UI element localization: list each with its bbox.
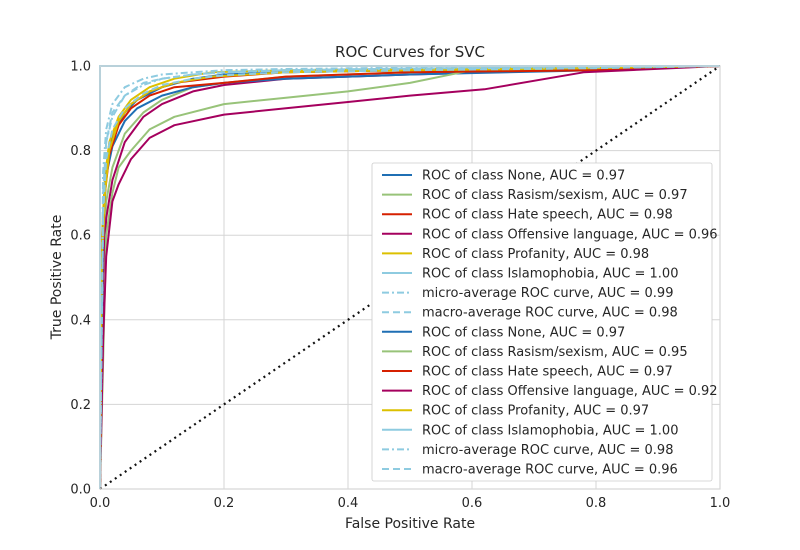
y-tick-label: 0.4 — [70, 313, 91, 328]
x-tick-label: 0.4 — [338, 496, 359, 511]
y-tick-label: 0.6 — [70, 229, 91, 244]
x-tick-label: 1.0 — [710, 496, 731, 511]
legend-label-10: ROC of class Hate speech, AUC = 0.97 — [422, 365, 673, 380]
roc-curve-14 — [99, 65, 721, 490]
legend-label-7: macro-average ROC curve, AUC = 0.98 — [422, 306, 678, 321]
legend-label-12: ROC of class Profanity, AUC = 0.97 — [422, 404, 649, 419]
y-axis-label: True Positive Rate — [49, 215, 65, 341]
plot-border — [99, 65, 721, 490]
legend-label-11: ROC of class Offensive language, AUC = 0… — [422, 384, 718, 399]
x-tick-label: 0.8 — [586, 496, 607, 511]
legend-box — [371, 162, 713, 482]
legend-label-1: ROC of class Rasism/sexism, AUC = 0.97 — [422, 188, 688, 203]
plot-frame — [99, 65, 721, 490]
legend-label-9: ROC of class Rasism/sexism, AUC = 0.95 — [422, 345, 688, 360]
legend-label-5: ROC of class Islamophobia, AUC = 1.00 — [422, 267, 678, 282]
y-axis-ticks: 0.0 0.2 0.4 0.6 0.8 1.0 — [70, 60, 91, 498]
y-tick-label: 1.0 — [70, 60, 91, 75]
chance-reference-line — [99, 65, 721, 490]
roc-curve-9 — [99, 65, 721, 490]
legend: ROC of class None, AUC = 0.97 ROC of clas… — [371, 162, 718, 482]
x-tick-label: 0.0 — [90, 496, 111, 511]
legend-label-3: ROC of class Offensive language, AUC = 0… — [422, 227, 718, 242]
legend-label-4: ROC of class Profanity, AUC = 0.98 — [422, 247, 649, 262]
legend-label-13: ROC of class Islamophobia, AUC = 1.00 — [422, 423, 678, 438]
legend-label-6: micro-average ROC curve, AUC = 0.99 — [422, 286, 673, 301]
chart-title: ROC Curves for SVC — [335, 43, 485, 61]
x-tick-label: 0.6 — [462, 496, 483, 511]
legend-label-14: micro-average ROC curve, AUC = 0.98 — [422, 443, 673, 458]
x-tick-label: 0.2 — [214, 496, 235, 511]
legend-label-8: ROC of class None, AUC = 0.97 — [422, 325, 625, 340]
x-axis-ticks: 0.0 0.2 0.4 0.6 0.8 1.0 — [90, 496, 731, 511]
x-axis-label: False Positive Rate — [345, 516, 475, 532]
roc-curve-15 — [99, 65, 721, 490]
y-tick-label: 0.2 — [70, 398, 91, 413]
y-tick-label: 0.8 — [70, 144, 91, 159]
roc-curve-11 — [99, 65, 721, 490]
legend-label-15: macro-average ROC curve, AUC = 0.96 — [422, 463, 678, 478]
legend-label-0: ROC of class None, AUC = 0.97 — [422, 169, 625, 184]
legend-label-2: ROC of class Hate speech, AUC = 0.98 — [422, 208, 673, 223]
y-tick-label: 0.0 — [70, 483, 91, 498]
